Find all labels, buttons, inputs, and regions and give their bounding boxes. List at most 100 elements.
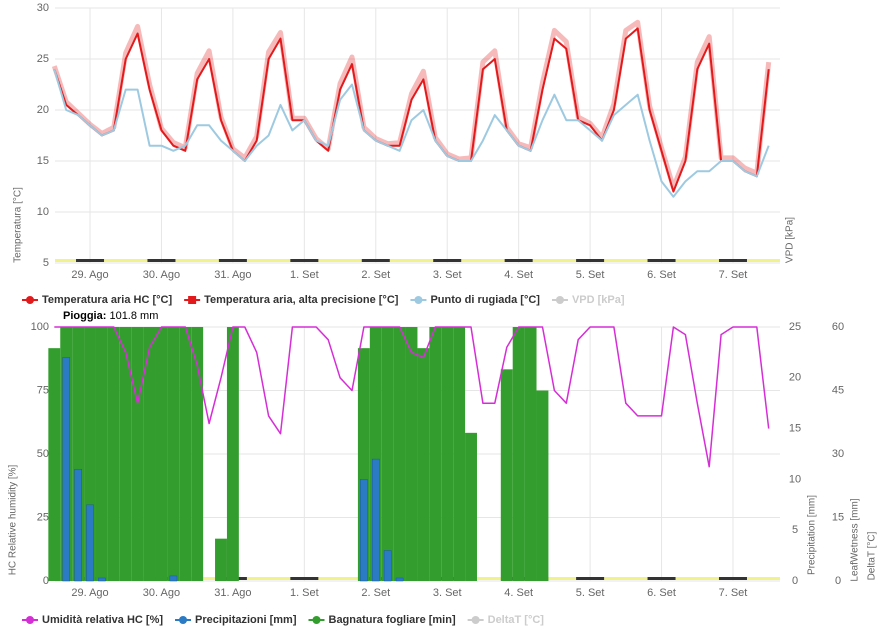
- column: [74, 468, 82, 582]
- y-tick-label: 100: [31, 321, 49, 333]
- column: [465, 432, 477, 581]
- legend-marker: [555, 296, 564, 304]
- column: [84, 327, 96, 581]
- y-tick-label: 25: [37, 53, 49, 65]
- column: [155, 327, 168, 581]
- column: [453, 327, 466, 581]
- night-band: [718, 577, 747, 580]
- legend-label: Precipitazioni [mm]: [195, 614, 297, 626]
- y3-tick-label: 15: [832, 511, 844, 523]
- y-tick-label: 0: [43, 575, 49, 587]
- column: [395, 577, 404, 582]
- column: [143, 327, 156, 581]
- legend-label: VPD [kPa]: [572, 294, 625, 306]
- legend-marker: [26, 616, 34, 624]
- x-tick-label: 29. Ago: [71, 587, 108, 599]
- y-tick-label: 5: [43, 257, 49, 269]
- axis-title: DeltaT [°C]: [867, 531, 878, 580]
- axis-title: Precipitation [mm]: [807, 495, 818, 575]
- x-tick-label: 2. Set: [361, 269, 390, 281]
- column: [381, 327, 394, 581]
- y-tick-label: 15: [37, 155, 49, 167]
- night-band: [147, 259, 176, 262]
- y3-tick-label: 30: [832, 448, 844, 460]
- x-tick-label: 6. Set: [647, 587, 676, 599]
- axis-title: LeafWetness [mm]: [850, 498, 861, 581]
- y-tick-label: 10: [37, 206, 49, 218]
- legend-label: Temperatura aria, alta precisione [°C]: [204, 294, 399, 306]
- column: [179, 327, 192, 581]
- column: [215, 538, 227, 581]
- column: [536, 390, 549, 581]
- x-tick-label: 30. Ago: [143, 269, 180, 281]
- x-tick-label: 3. Set: [433, 587, 462, 599]
- column: [48, 348, 61, 581]
- y-tick-label: 75: [37, 384, 49, 396]
- x-tick-label: 7. Set: [719, 269, 748, 281]
- night-band: [576, 577, 605, 580]
- column: [369, 327, 382, 581]
- night-band: [504, 259, 533, 262]
- night-band: [718, 259, 747, 262]
- night-band: [76, 259, 105, 262]
- axis-title: Temperatura [°C]: [13, 187, 24, 263]
- y2-tick-label: 20: [789, 372, 801, 384]
- y-tick-label: 50: [37, 448, 49, 460]
- x-tick-label: 30. Ago: [143, 587, 180, 599]
- series-line: [53, 68, 770, 198]
- night-band: [433, 259, 462, 262]
- legend-marker: [312, 616, 321, 624]
- legend: Temperatura aria HC [°C] Temperatura aria…: [22, 294, 625, 306]
- legend-marker: [26, 296, 34, 304]
- column: [62, 357, 71, 582]
- rain-total: Pioggia: 101.8 mm: [63, 310, 158, 322]
- y2-tick-label: 5: [792, 524, 798, 536]
- x-tick-label: 31. Ago: [214, 269, 251, 281]
- column: [72, 327, 85, 581]
- x-tick-label: 29. Ago: [71, 269, 108, 281]
- night-band: [647, 577, 676, 580]
- day-band: [55, 259, 780, 262]
- series-line: [54, 326, 770, 468]
- column: [512, 327, 525, 581]
- night-band: [647, 259, 676, 262]
- legend-label: Temperatura aria HC [°C]: [42, 294, 172, 306]
- column: [86, 504, 94, 582]
- legend-marker: [188, 296, 197, 304]
- axis-title: HC Relative humidity [%]: [8, 464, 19, 575]
- y-tick-label: 20: [37, 104, 49, 116]
- y-tick-label: 25: [37, 511, 49, 523]
- night-band: [576, 259, 605, 262]
- x-tick-label: 1. Set: [290, 587, 319, 599]
- column: [107, 327, 120, 581]
- x-tick-label: 7. Set: [719, 587, 748, 599]
- column: [357, 348, 370, 581]
- x-tick-label: 1. Set: [290, 269, 319, 281]
- night-band: [361, 259, 390, 262]
- column: [169, 575, 178, 582]
- column: [441, 327, 454, 581]
- x-tick-label: 3. Set: [433, 269, 462, 281]
- x-tick-label: 5. Set: [576, 587, 605, 599]
- series-line: [53, 27, 770, 193]
- y3-tick-label: 45: [832, 384, 844, 396]
- column: [95, 327, 108, 581]
- x-tick-label: 4. Set: [504, 269, 533, 281]
- column: [98, 577, 106, 582]
- column: [500, 369, 513, 581]
- x-tick-label: 4. Set: [504, 587, 533, 599]
- column: [131, 327, 144, 581]
- rain-label: Pioggia:: [63, 310, 106, 322]
- night-band: [290, 259, 319, 262]
- night-band: [290, 577, 319, 580]
- column: [429, 327, 442, 581]
- column: [393, 327, 406, 581]
- column: [226, 327, 239, 581]
- column: [167, 327, 180, 581]
- column: [417, 348, 430, 581]
- y2-tick-label: 10: [789, 473, 801, 485]
- legend-marker: [179, 616, 188, 624]
- x-tick-label: 2. Set: [361, 587, 390, 599]
- column: [524, 327, 537, 581]
